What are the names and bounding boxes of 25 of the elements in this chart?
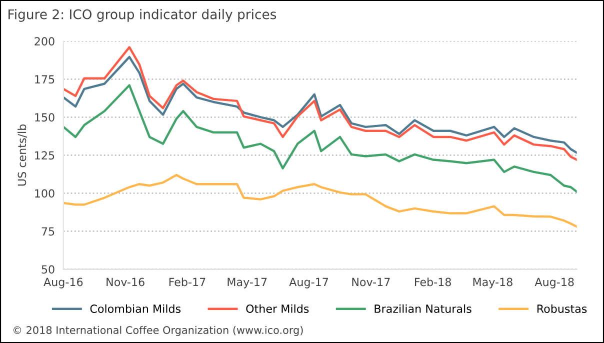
y-tick-label: 200 xyxy=(34,37,54,46)
y-tick-label: 100 xyxy=(35,189,54,198)
y-tick-label: 75 xyxy=(42,227,54,236)
chart-title: Figure 2: ICO group indicator daily prices xyxy=(8,9,276,22)
text: © 2018 International Coffee Organization (www.ico.org) xyxy=(14,326,303,336)
x-tick-label: Aug-18 xyxy=(534,278,574,288)
y-tick-label: 125 xyxy=(35,151,54,160)
y-axis-title: US cents/lb xyxy=(18,124,28,186)
x-tick-label: Aug-16 xyxy=(44,278,83,288)
x-tick-label: Nov-16 xyxy=(106,278,144,286)
x-tick-label: Feb-18 xyxy=(415,278,451,286)
x-tick-label: Nov-17 xyxy=(352,278,390,286)
x-tick-label: May-18 xyxy=(473,278,512,288)
y-tick-label: 50 xyxy=(42,265,54,274)
x-tick-label: Aug-17 xyxy=(289,278,328,288)
x-tick-label: Feb-17 xyxy=(169,278,206,286)
legend-label: Brazilian Naturals xyxy=(374,304,472,313)
legend-label: Colombian Milds xyxy=(90,304,181,313)
x-tick-label: May-17 xyxy=(228,278,267,288)
y-tick-label: 150 xyxy=(35,113,54,122)
line-series xyxy=(63,84,577,193)
legend-label: Other Milds xyxy=(246,304,309,313)
legend-label: Robustas xyxy=(537,304,587,313)
line-series xyxy=(63,174,577,228)
y-tick-label: 175 xyxy=(35,75,54,84)
